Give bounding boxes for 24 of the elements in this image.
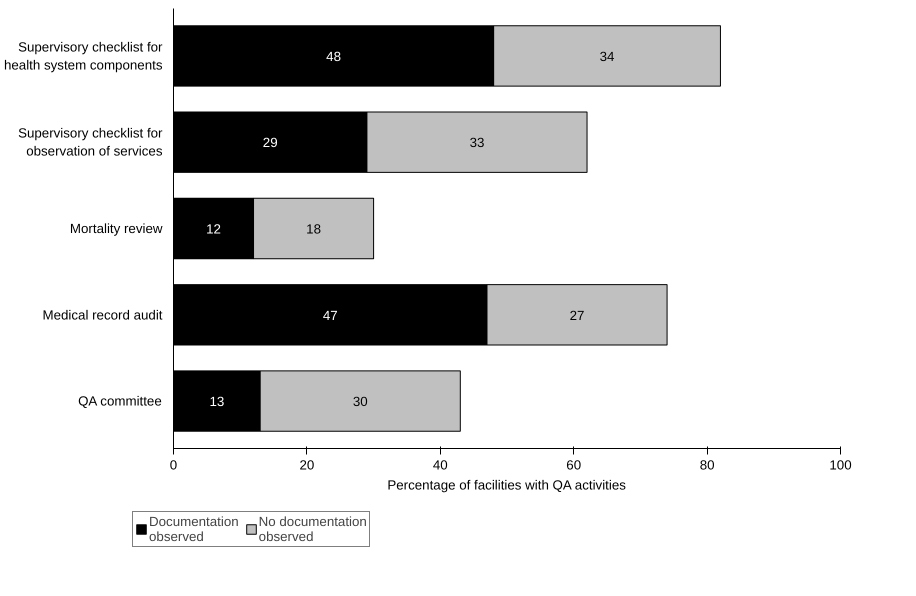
x-axis-title: Percentage of facilities with QA activities: [387, 478, 626, 492]
data-label: 27: [570, 308, 584, 323]
x-tick-label: 40: [432, 458, 448, 472]
data-label: 33: [470, 135, 484, 150]
y-tick-label: Supervisory checklist for observation of services: [18, 126, 164, 159]
data-label: 29: [262, 135, 278, 150]
x-tick-label: 60: [566, 458, 582, 472]
data-label: 34: [600, 48, 616, 64]
y-tick-label: Mortality review: [70, 221, 163, 236]
legend-label: Documentation observed: [149, 514, 239, 544]
x-tick-label: 20: [299, 458, 314, 472]
data-label: 30: [352, 394, 368, 410]
data-label: 47: [322, 308, 338, 323]
x-tick-label: 80: [700, 458, 715, 472]
legend-label: No documentation observed: [258, 514, 367, 544]
x-tick-label: 0: [170, 458, 178, 472]
y-tick-label: QA committee: [78, 394, 162, 409]
y-tick-label: Supervisory checklist for health system components: [4, 39, 164, 72]
data-label: 13: [209, 394, 224, 410]
data-label: 12: [206, 222, 221, 236]
x-tick-label: 100: [829, 458, 852, 472]
y-tick-label: Medical record audit: [42, 307, 163, 322]
data-label: 48: [326, 48, 341, 64]
data-label: 18: [306, 222, 321, 236]
